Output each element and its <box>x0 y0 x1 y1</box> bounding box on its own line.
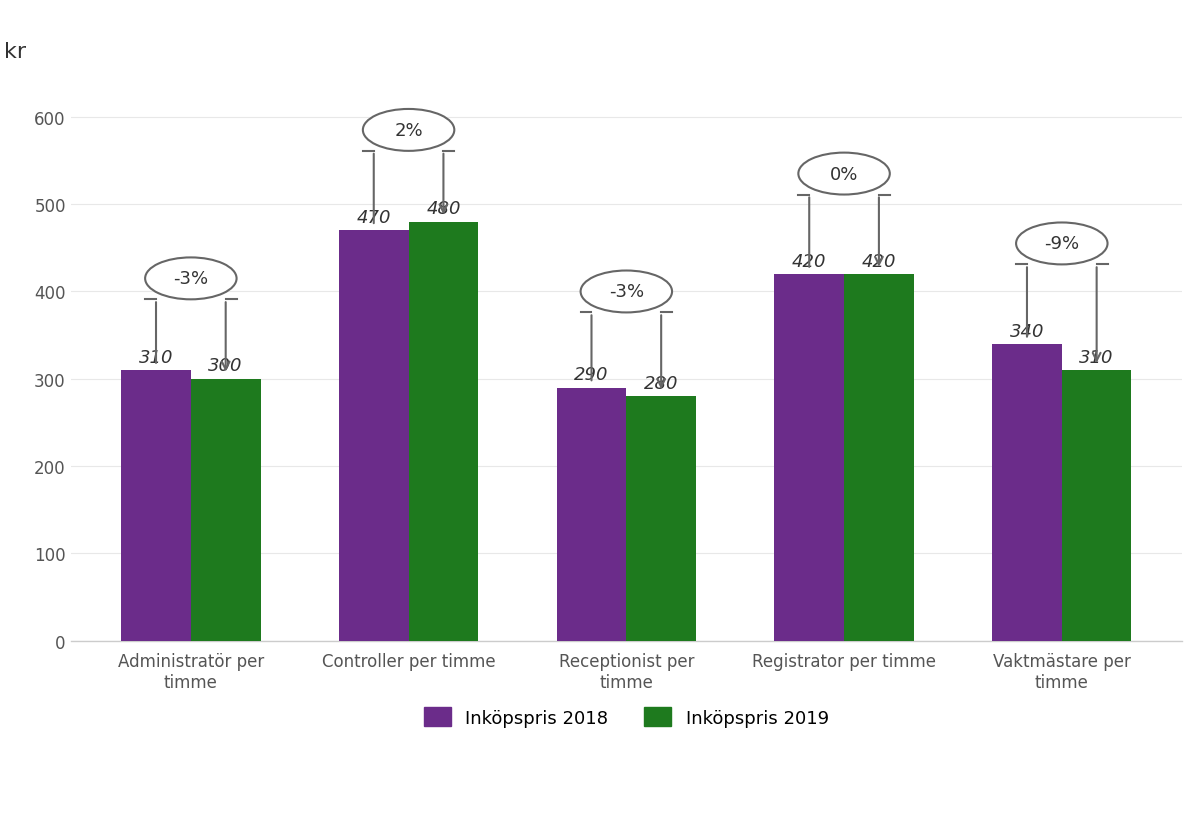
Bar <box>121 371 190 641</box>
Text: 420: 420 <box>792 253 826 270</box>
Text: 280: 280 <box>644 374 679 392</box>
Bar <box>1062 371 1131 641</box>
Text: 420: 420 <box>862 253 897 270</box>
Text: 310: 310 <box>1080 349 1114 366</box>
Text: 340: 340 <box>1010 322 1044 340</box>
Bar <box>844 275 913 641</box>
Text: 300: 300 <box>208 357 243 375</box>
Ellipse shape <box>145 258 237 300</box>
Text: -3%: -3% <box>174 270 208 288</box>
Ellipse shape <box>798 153 889 195</box>
Ellipse shape <box>581 272 672 313</box>
Text: 310: 310 <box>139 349 174 366</box>
Text: -9%: -9% <box>1044 235 1080 253</box>
Bar <box>190 379 261 641</box>
Text: 290: 290 <box>575 366 609 383</box>
Legend: Inköpspris 2018, Inköpspris 2019: Inköpspris 2018, Inköpspris 2019 <box>414 698 838 735</box>
Bar <box>626 397 695 641</box>
Text: -3%: -3% <box>609 283 644 301</box>
Text: 480: 480 <box>426 200 461 218</box>
Ellipse shape <box>363 110 455 152</box>
Text: 0%: 0% <box>830 166 858 183</box>
Text: kr: kr <box>4 42 26 62</box>
Bar <box>557 388 626 641</box>
Ellipse shape <box>1016 224 1107 265</box>
Bar <box>339 231 408 641</box>
Text: 2%: 2% <box>394 122 423 140</box>
Bar <box>774 275 844 641</box>
Text: 470: 470 <box>357 209 391 227</box>
Bar <box>992 344 1062 641</box>
Bar <box>408 223 479 641</box>
